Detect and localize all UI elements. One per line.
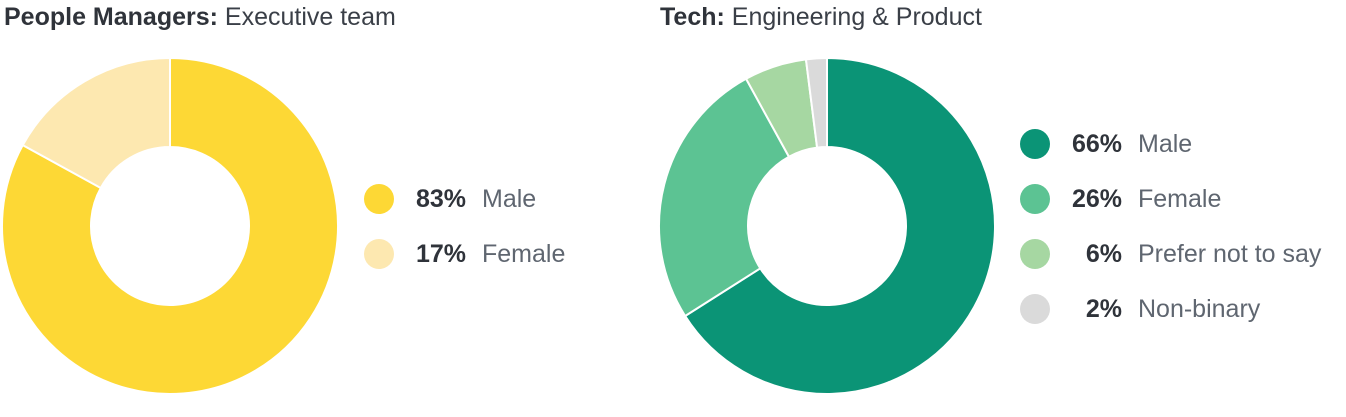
legend-swatch xyxy=(1020,184,1050,214)
legend-label: Male xyxy=(1138,130,1193,158)
legend-label: Male xyxy=(482,185,537,213)
legend-value: 26% xyxy=(1071,185,1122,213)
legend-value: 6% xyxy=(1085,240,1122,268)
chart-subtitle: Executive team xyxy=(224,3,396,31)
slice-male xyxy=(683,56,996,395)
chart-tech: Tech: Engineering & Product 66% Male 26% Fe… xyxy=(656,0,1346,417)
slice-male xyxy=(1,56,339,395)
legend-swatch xyxy=(364,239,394,269)
slice-female xyxy=(21,56,171,190)
donut-chart xyxy=(658,56,996,395)
chart-people-managers: People Managers: Executive team 83% Male 1… xyxy=(0,0,640,417)
legend-swatch xyxy=(1020,129,1050,159)
chart-title-strong: People Managers: xyxy=(4,3,218,31)
slice-non-binary xyxy=(804,56,828,149)
legend-value: 83% xyxy=(415,185,466,213)
chart-title: Tech: Engineering & Product xyxy=(660,3,982,32)
legend-label: Female xyxy=(482,240,566,268)
legend-value: 66% xyxy=(1071,130,1122,158)
legend-value: 17% xyxy=(415,240,466,268)
legend-swatch xyxy=(364,184,394,214)
legend-label: Non-binary xyxy=(1138,295,1261,323)
donut-chart xyxy=(1,56,339,395)
slice-female xyxy=(658,77,791,318)
legend-label: Prefer not to say xyxy=(1138,240,1322,268)
chart-title-strong: Tech: xyxy=(660,3,725,31)
legend-value: 2% xyxy=(1085,295,1122,323)
chart-subtitle: Engineering & Product xyxy=(731,3,982,31)
legend-swatch xyxy=(1020,294,1050,324)
legend-label: Female xyxy=(1138,185,1222,213)
legend-swatch xyxy=(1020,239,1050,269)
chart-title: People Managers: Executive team xyxy=(4,3,396,32)
